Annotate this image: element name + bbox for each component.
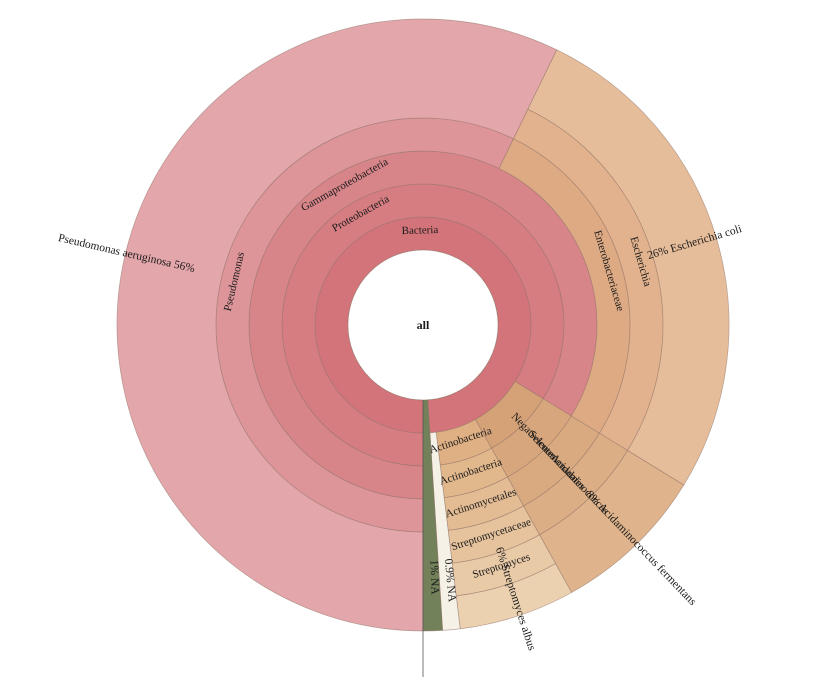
segment-escherichia-coli-d6[interactable]: [527, 49, 730, 486]
label-na: 1% NA: [428, 560, 441, 596]
center-label: all: [417, 318, 430, 332]
center-circle[interactable]: [347, 249, 499, 401]
segment-pseudomonas-aeruginosa-d5[interactable]: [116, 18, 558, 632]
label-bacteria: Bacteria: [401, 224, 438, 237]
sunburst-segments: [116, 18, 730, 632]
label-na: 0.9% NA: [442, 558, 458, 603]
